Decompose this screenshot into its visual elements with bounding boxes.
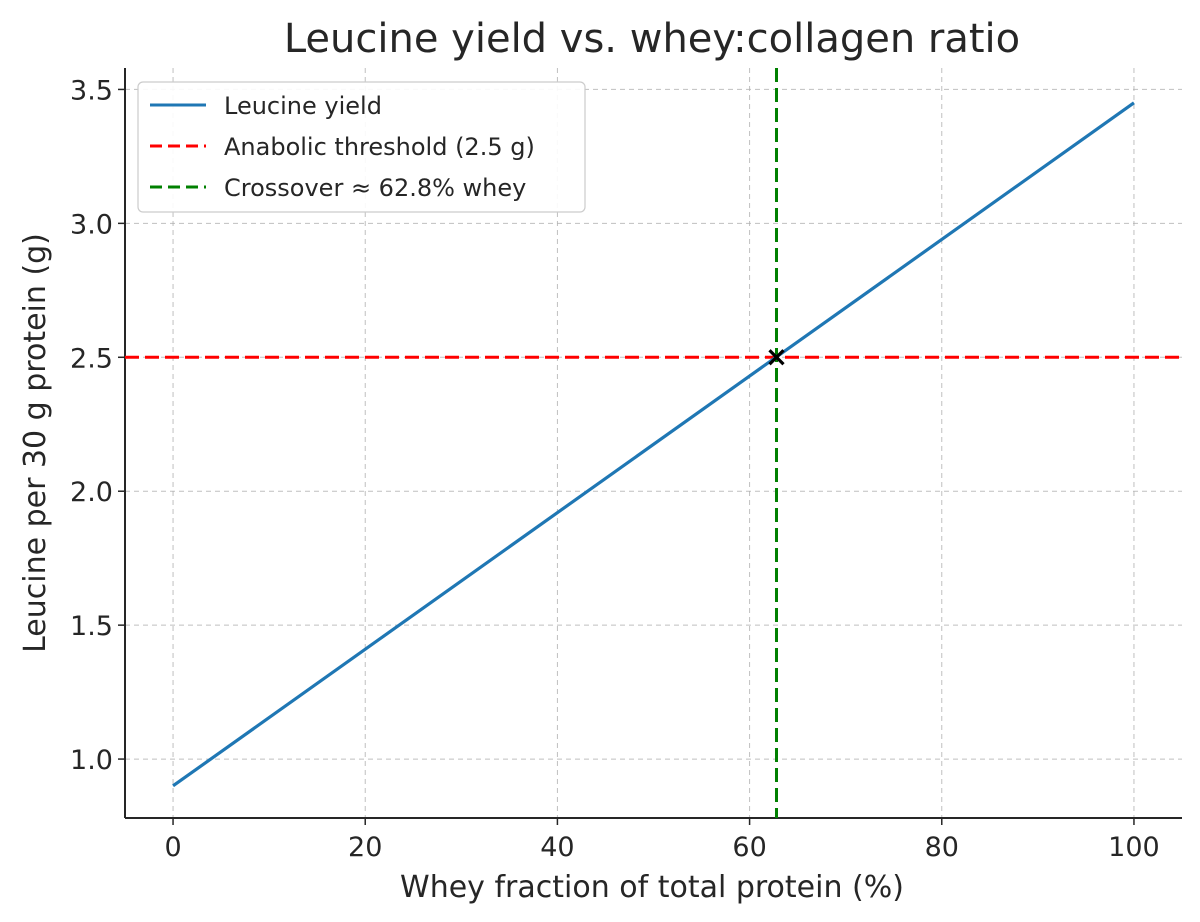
x-tick-label: 0	[164, 832, 181, 863]
y-tick-label: 2.5	[70, 343, 113, 374]
grid	[125, 68, 1182, 818]
marker-stroke	[768, 349, 785, 366]
x-tick-label: 100	[1108, 832, 1160, 863]
x-tick-label: 40	[540, 832, 574, 863]
axes: 0 20 40 60 80 100 1.0 1.5 2.0 2.5 3.0 3.5	[70, 68, 1182, 863]
chart-title: Leucine yield vs. whey:collagen ratio	[284, 16, 1020, 62]
series-line	[172, 101, 1135, 788]
y-tick-label: 1.5	[70, 611, 113, 642]
y-tick-label: 3.5	[70, 75, 113, 106]
y-axis-label: Leucine per 30 g protein (g)	[18, 233, 53, 653]
legend-label: Leucine yield	[224, 92, 382, 120]
legend: Leucine yield Anabolic threshold (2.5 g) C…	[137, 81, 586, 213]
x-tick-label: 60	[732, 832, 766, 863]
y-tick-label: 3.0	[70, 209, 113, 240]
legend-box	[137, 81, 586, 213]
y-tick-label: 2.0	[70, 477, 113, 508]
x-tick-label: 80	[925, 832, 959, 863]
markers	[768, 349, 785, 366]
x-axis-label: Whey fraction of total protein (%)	[400, 870, 904, 905]
y-tick-label: 1.0	[70, 745, 113, 776]
crossover-marker	[768, 349, 785, 366]
reference-lines	[125, 68, 1182, 818]
x-tick-label: 20	[348, 832, 382, 863]
legend-label: Crossover ≈ 62.8% whey	[224, 174, 526, 202]
legend-label: Anabolic threshold (2.5 g)	[224, 133, 535, 161]
series-layer	[172, 101, 1135, 788]
